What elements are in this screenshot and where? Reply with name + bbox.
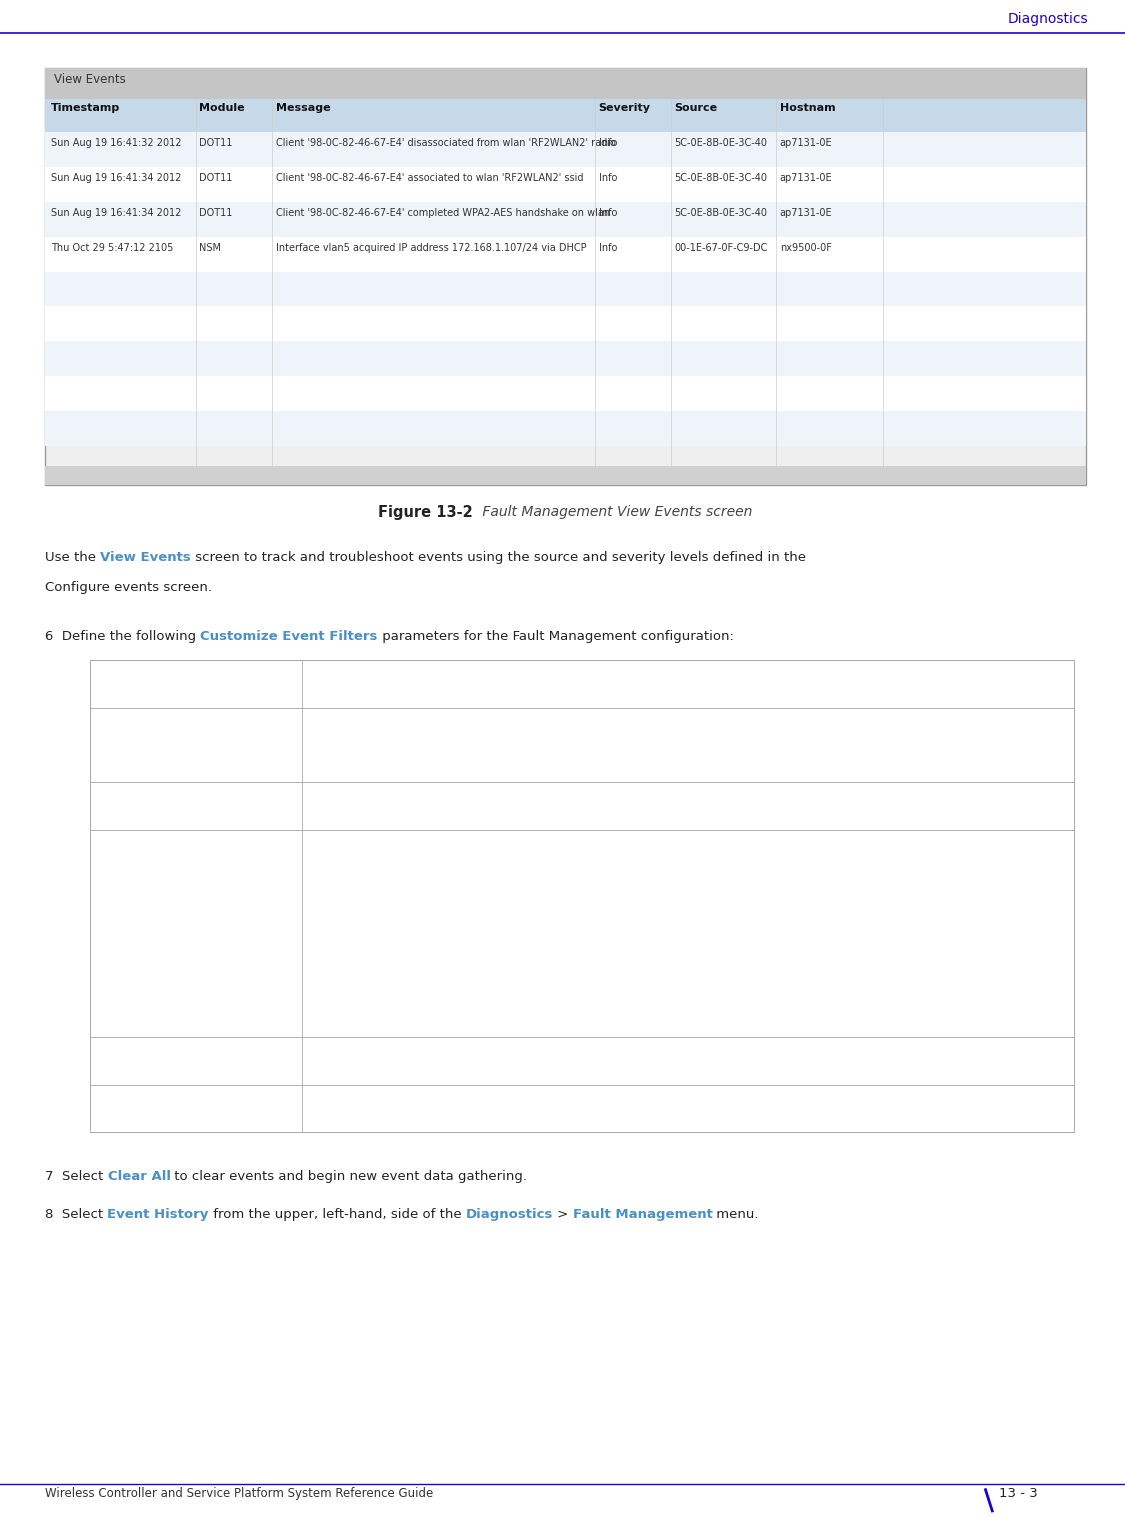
Text: 00-1E-67-0F-C9-DC: 00-1E-67-0F-C9-DC <box>674 243 767 253</box>
Text: Lists the administrator assigned hostname of the tracked source device.: Lists the administrator assigned hostnam… <box>310 1095 775 1109</box>
Text: from the upper, left-hand, side of the: from the upper, left-hand, side of the <box>209 1209 466 1221</box>
Text: 7  Select: 7 Select <box>45 1171 108 1183</box>
Text: module are not tracked.: module are not tracked. <box>310 745 465 758</box>
Bar <box>90 660 1074 1133</box>
Text: to clear events and begin new event data gathering.: to clear events and begin new event data… <box>171 1171 528 1183</box>
Text: Warning: Warning <box>310 969 362 981</box>
Text: Error: Error <box>310 944 342 957</box>
Text: Thu Oct 29 5:47:12 2105: Thu Oct 29 5:47:12 2105 <box>51 243 173 253</box>
Bar <box>90 1085 1074 1133</box>
Text: All Severities: All Severities <box>310 894 391 907</box>
Text: Fault Management: Fault Management <box>573 1209 712 1221</box>
Text: Info: Info <box>310 994 334 1007</box>
Text: Critical: Critical <box>310 919 354 931</box>
Text: Fault Management View Events screen: Fault Management View Events screen <box>478 505 753 519</box>
Text: Customize Event Filters: Customize Event Filters <box>200 630 378 643</box>
Text: NSM: NSM <box>199 243 222 253</box>
Text: screen to track and troubleshoot events using the source and severity levels def: screen to track and troubleshoot events … <box>191 551 805 564</box>
Bar <box>45 202 1086 237</box>
Bar <box>90 660 1074 708</box>
Bar <box>45 68 1086 485</box>
Text: – Only errors and above are displayed: – Only errors and above are displayed <box>342 944 580 957</box>
Text: Timestamp: Timestamp <box>99 671 179 684</box>
Text: View Events: View Events <box>100 551 191 564</box>
Text: Sun Aug 19 16:41:32 2012: Sun Aug 19 16:41:32 2012 <box>51 138 181 149</box>
Bar <box>45 132 1086 167</box>
Text: Diagnostics: Diagnostics <box>1007 12 1088 26</box>
Text: – All events are displayed irrespective of their severity: – All events are displayed irrespective … <box>392 894 734 907</box>
Text: Displays the MAC address of the tracked source device.: Displays the MAC address of the tracked … <box>310 1048 667 1060</box>
Text: Client '98-0C-82-46-67-E4' associated to wlan 'RF2WLAN2' ssid: Client '98-0C-82-46-67-E4' associated to… <box>276 173 583 184</box>
Bar <box>45 341 1086 376</box>
Text: Figure 13-2: Figure 13-2 <box>378 505 472 520</box>
Bar <box>45 167 1086 202</box>
Text: 5C-0E-8B-0E-3C-40: 5C-0E-8B-0E-3C-40 <box>674 208 767 218</box>
Text: Info: Info <box>598 173 616 184</box>
Text: 13 - 3: 13 - 3 <box>999 1487 1037 1500</box>
Text: DOT11: DOT11 <box>199 208 233 218</box>
Text: Wireless Controller and Service Platform System Reference Guide: Wireless Controller and Service Platform… <box>45 1487 433 1500</box>
Text: 5C-0E-8B-0E-3C-40: 5C-0E-8B-0E-3C-40 <box>674 173 767 184</box>
Text: Source: Source <box>674 103 717 114</box>
Text: Interface vlan5 acquired IP address 172.168.1.107/24 via DHCP: Interface vlan5 acquired IP address 172.… <box>276 243 586 253</box>
Bar <box>45 306 1086 341</box>
Text: Severity: Severity <box>99 840 159 854</box>
Text: Info: Info <box>598 208 616 218</box>
Text: Severity: Severity <box>598 103 650 114</box>
Text: Timestamp: Timestamp <box>51 103 120 114</box>
Text: Displays error or status messages for each event listed.: Displays error or status messages for ea… <box>310 793 668 806</box>
Bar <box>90 783 1074 830</box>
Bar <box>45 272 1086 306</box>
Text: Displays the severity of the event as defined for tracking from the: Displays the severity of the event as de… <box>310 840 735 854</box>
Text: 8  Select: 8 Select <box>45 1209 107 1221</box>
Text: Source: Source <box>99 1048 148 1060</box>
Text: Module: Module <box>99 719 152 731</box>
Text: Sun Aug 19 16:41:34 2012: Sun Aug 19 16:41:34 2012 <box>51 173 181 184</box>
Text: 6  Define the following: 6 Define the following <box>45 630 200 643</box>
Text: View Events: View Events <box>54 73 126 86</box>
Text: Message: Message <box>276 103 331 114</box>
Text: Hostnam: Hostnam <box>780 103 835 114</box>
Bar <box>45 237 1086 272</box>
Text: Sun Aug 19 16:41:34 2012: Sun Aug 19 16:41:34 2012 <box>51 208 181 218</box>
Text: ap7131-0E: ap7131-0E <box>780 173 832 184</box>
Bar <box>45 99 1086 132</box>
Bar <box>45 411 1086 446</box>
Bar <box>45 376 1086 411</box>
Text: menu.: menu. <box>712 1209 759 1221</box>
Text: Client '98-0C-82-46-67-E4' disassociated from wlan 'RF2WLAN2' radio: Client '98-0C-82-46-67-E4' disassociated… <box>276 138 615 149</box>
Text: nx9500-0F: nx9500-0F <box>780 243 831 253</box>
Bar <box>90 830 1074 1038</box>
Text: Client '98-0C-82-46-67-E4' completed WPA2-AES handshake on wlan: Client '98-0C-82-46-67-E4' completed WPA… <box>276 208 610 218</box>
Text: Info: Info <box>598 243 616 253</box>
Text: Configuration screen. Severity options include:: Configuration screen. Severity options i… <box>310 868 612 880</box>
Text: Hostname: Hostname <box>99 1095 171 1109</box>
Text: Displays the module used to track the event. Events detected by other: Displays the module used to track the ev… <box>310 719 765 731</box>
Text: >: > <box>554 1209 573 1221</box>
Text: Diagnostics: Diagnostics <box>466 1209 554 1221</box>
Bar <box>90 708 1074 783</box>
Text: parameters for the Fault Management configuration:: parameters for the Fault Management conf… <box>378 630 734 643</box>
Text: – Only warnings and above are displayed: – Only warnings and above are displayed <box>362 969 621 981</box>
Bar <box>45 68 1086 99</box>
Text: ap7131-0E: ap7131-0E <box>780 208 832 218</box>
Text: – Only informational and above events are displayed: – Only informational and above events ar… <box>334 994 666 1007</box>
Text: Displays the Timestamp (time zone specific) when the fault occurred.: Displays the Timestamp (time zone specif… <box>310 671 756 684</box>
Bar <box>45 466 1086 485</box>
Text: ap7131-0E: ap7131-0E <box>780 138 832 149</box>
Text: Message: Message <box>99 793 162 806</box>
Text: Use the: Use the <box>45 551 100 564</box>
Text: Configure events screen.: Configure events screen. <box>45 581 212 595</box>
Text: 5C-0E-8B-0E-3C-40: 5C-0E-8B-0E-3C-40 <box>674 138 767 149</box>
Text: DOT11: DOT11 <box>199 138 233 149</box>
Text: Module: Module <box>199 103 245 114</box>
Text: Event History: Event History <box>107 1209 209 1221</box>
Text: DOT11: DOT11 <box>199 173 233 184</box>
Bar <box>90 1038 1074 1085</box>
Text: Clear All: Clear All <box>108 1171 171 1183</box>
Text: – Only critical events are displayed: – Only critical events are displayed <box>354 919 575 931</box>
Text: Info: Info <box>598 138 616 149</box>
